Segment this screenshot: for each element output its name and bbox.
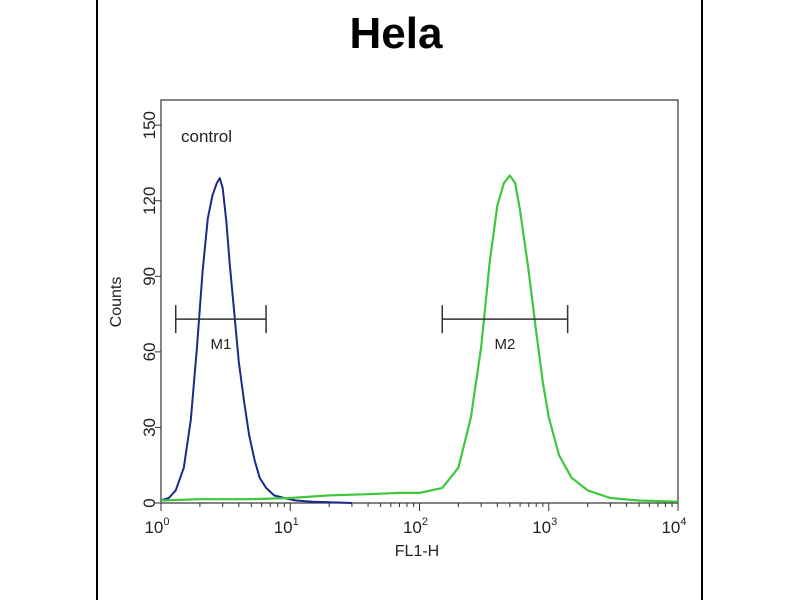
x-tick-label: 104 xyxy=(661,516,686,537)
y-tick-label: 150 xyxy=(140,111,159,139)
x-tick-base: 10 xyxy=(144,518,163,537)
x-axis-label: FL1-H xyxy=(395,543,439,560)
gate-label: M2 xyxy=(495,336,516,353)
series-layer xyxy=(160,174,679,504)
y-tick-label: 30 xyxy=(140,418,159,437)
x-tick-base: 10 xyxy=(661,518,680,537)
x-tick-exponent: 1 xyxy=(293,516,299,528)
plot-frame xyxy=(96,0,703,600)
control-annotation: control xyxy=(181,127,232,146)
x-tick-base: 10 xyxy=(403,518,422,537)
x-tick-exponent: 0 xyxy=(163,516,169,528)
y-tick-label: 60 xyxy=(140,342,159,361)
x-tick-exponent: 4 xyxy=(680,516,686,528)
x-tick-base: 10 xyxy=(532,518,551,537)
y-tick-label: 120 xyxy=(140,187,159,215)
y-tick-label: 0 xyxy=(140,498,159,507)
series-2-line xyxy=(160,174,679,503)
x-tick-exponent: 2 xyxy=(422,516,428,528)
x-tick-base: 10 xyxy=(274,518,293,537)
chart-title: Hela xyxy=(350,9,443,58)
x-tick-label: 100 xyxy=(144,516,169,537)
gate-label: M1 xyxy=(210,336,231,353)
y-tick-label: 90 xyxy=(140,267,159,286)
x-axis-ticks: 100 101 102 103 104 xyxy=(144,503,687,537)
series-1-line xyxy=(160,177,352,504)
x-tick-label: 102 xyxy=(403,516,428,537)
y-axis-ticks: 0 30 60 90 120 150 xyxy=(140,111,161,508)
x-tick-label: 101 xyxy=(274,516,299,537)
x-tick-exponent: 3 xyxy=(551,516,557,528)
x-tick-label: 103 xyxy=(532,516,557,537)
y-axis-label: Counts xyxy=(108,277,125,328)
gates-layer: M1 M2 xyxy=(174,305,569,353)
plot-area xyxy=(160,99,679,504)
